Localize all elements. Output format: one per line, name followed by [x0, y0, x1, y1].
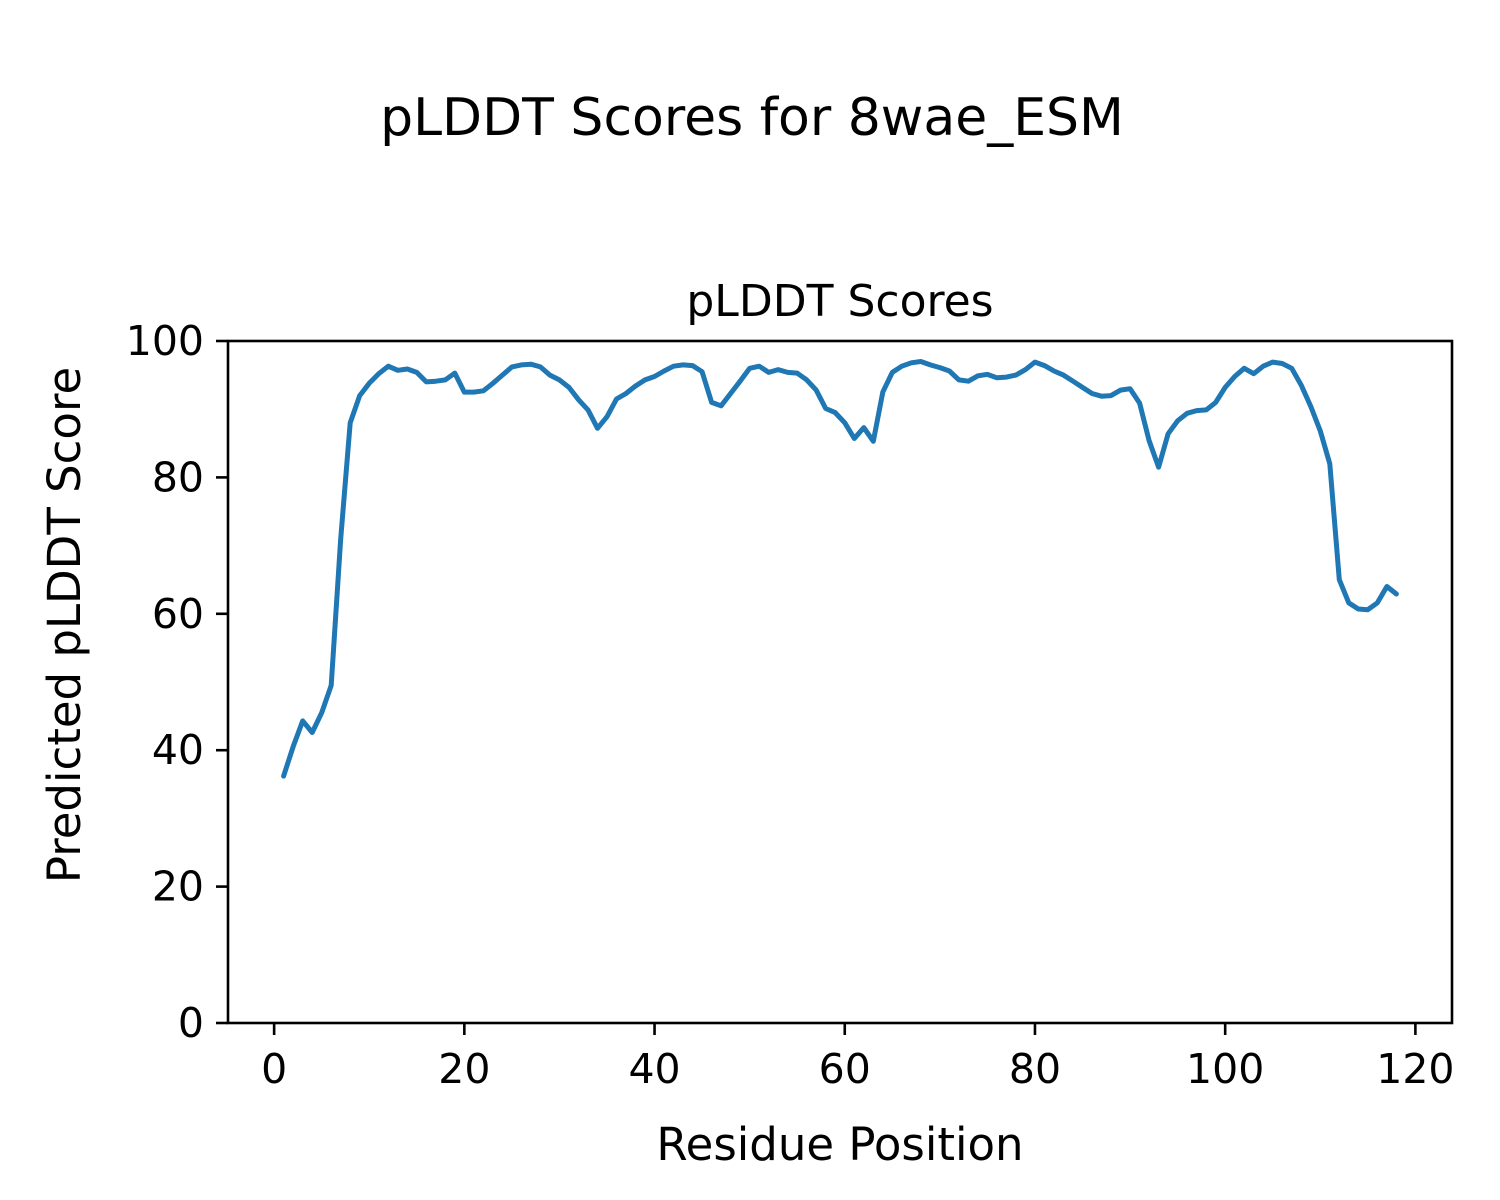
x-tick-label: 20: [438, 1045, 490, 1093]
x-axis-label: Residue Position: [656, 1118, 1023, 1171]
plot-border: [226, 339, 1454, 1025]
axes-title: pLDDT Scores: [686, 276, 993, 327]
x-tick-label: 40: [628, 1045, 680, 1093]
x-tick-label: 120: [1376, 1045, 1454, 1093]
y-tick-label: 0: [178, 999, 204, 1047]
x-tick-label: 100: [1186, 1045, 1264, 1093]
axis-ticks: 0 20 40 60 80 100 120 0 20 40 60 80 100: [126, 317, 1455, 1093]
y-axis-label: Predicted pLDDT Score: [38, 367, 91, 883]
y-tick-label: 80: [152, 453, 204, 501]
plddt-line-series: [281, 359, 1399, 779]
x-tick-label: 60: [819, 1045, 871, 1093]
figure-title: pLDDT Scores for 8wae_ESM: [380, 88, 1124, 148]
x-tick-label: 0: [261, 1045, 287, 1093]
y-tick-label: 40: [152, 726, 204, 774]
y-tick-label: 60: [152, 590, 204, 638]
y-tick-label: 20: [152, 863, 204, 911]
x-tick-label: 80: [1009, 1045, 1061, 1093]
y-tick-label: 100: [126, 317, 204, 365]
